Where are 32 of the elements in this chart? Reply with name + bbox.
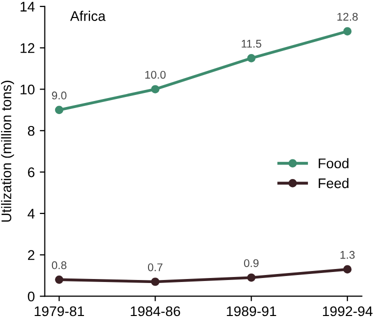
y-tick-label: 2 (28, 250, 34, 260)
point (343, 265, 352, 274)
point (151, 85, 160, 94)
y-tick-label: 8 (28, 126, 34, 136)
point (343, 27, 352, 36)
data-label: 10.0 (145, 70, 166, 79)
data-label: 0.7 (148, 263, 162, 272)
x-tick-label: 1979-81 (34, 306, 84, 316)
point (55, 106, 64, 114)
point (247, 273, 256, 282)
y-tick-label: 14 (20, 2, 35, 12)
point (151, 278, 160, 286)
y-tick-label: 6 (28, 167, 34, 178)
data-label: 11.5 (242, 40, 262, 48)
legend-label: Feed (318, 178, 348, 188)
x-tick-label: 1984-86 (130, 306, 180, 316)
y-tick-label: 12 (20, 43, 34, 53)
y-tick-label: 0 (28, 292, 34, 302)
y-axis-title: Utilization (million tons) (1, 80, 14, 222)
y-tick-label: 4 (28, 208, 35, 218)
point (55, 276, 64, 284)
x-tick-label: 1992-94 (322, 306, 372, 316)
data-label: 12.8 (337, 12, 358, 21)
data-label: 9.0 (52, 92, 66, 100)
data-label: 0.9 (244, 259, 259, 268)
legend-label: Food (318, 158, 348, 168)
point (247, 54, 256, 62)
y-tick-label: 10 (20, 84, 34, 94)
x-tick-label: 1989-91 (226, 306, 276, 316)
data-label: 1.3 (340, 250, 355, 259)
chart-title: Africa (70, 10, 106, 21)
data-label: 0.8 (52, 261, 66, 270)
